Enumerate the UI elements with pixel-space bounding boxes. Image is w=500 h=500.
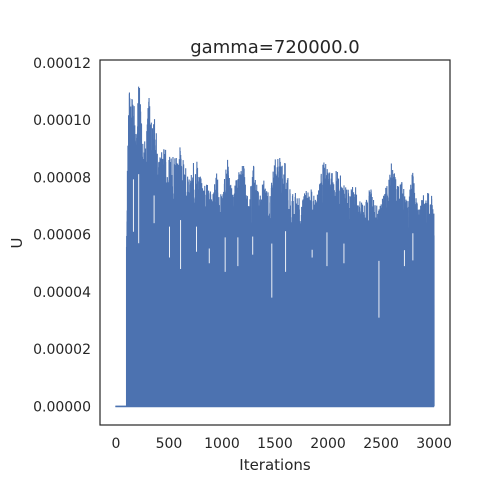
- x-tick-label: 3000: [416, 436, 452, 452]
- y-tick-label: 0.00012: [33, 56, 91, 72]
- data-series: [115, 86, 435, 408]
- x-tick-label: 2500: [363, 436, 399, 452]
- x-axis-label: Iterations: [239, 456, 311, 474]
- y-tick-label: 0.00004: [33, 285, 91, 301]
- y-tick-label: 0.00002: [33, 342, 91, 358]
- plot-frame: [99, 59, 451, 426]
- series-line: [115, 86, 435, 407]
- chart-title: gamma=720000.0: [190, 37, 360, 58]
- x-tick-label: 2000: [310, 436, 346, 452]
- y-axis-label: U: [8, 238, 26, 249]
- y-tick-label: 0.00008: [33, 170, 91, 186]
- y-tick-label: 0.00000: [33, 399, 91, 415]
- x-tick-labels: 0 500 1000 1500 2000 2500 3000: [111, 436, 451, 452]
- x-tick-label: 1000: [204, 436, 240, 452]
- x-tick-label: 500: [156, 436, 183, 452]
- y-tick-label: 0.00006: [33, 228, 91, 244]
- y-tick-label: 0.00010: [33, 113, 91, 129]
- x-tick-label: 1500: [257, 436, 293, 452]
- y-tick-labels: 0.00000 0.00002 0.00004 0.00006 0.00008 0.000…: [33, 56, 91, 416]
- x-tick-label: 0: [111, 436, 120, 452]
